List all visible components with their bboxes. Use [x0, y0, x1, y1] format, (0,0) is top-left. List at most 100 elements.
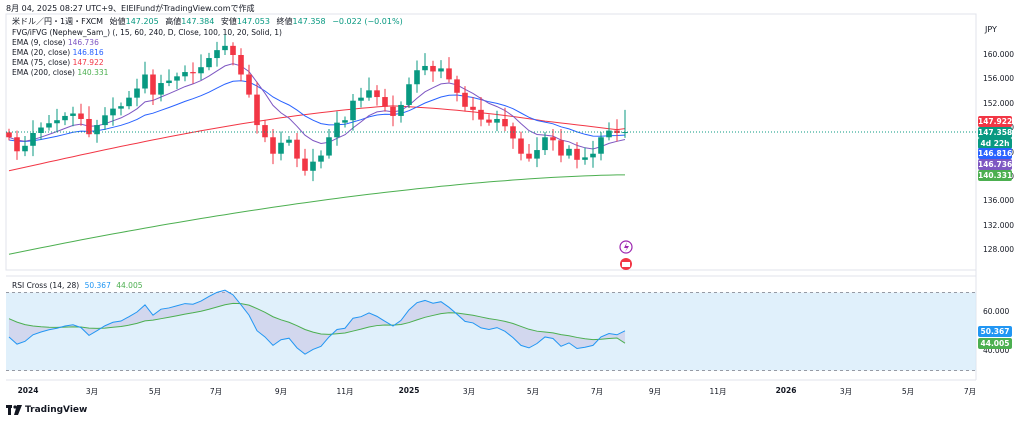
- low-value: 147.053: [236, 17, 270, 26]
- candle-body: [190, 72, 196, 74]
- price-badge: 147.358: [978, 127, 1013, 138]
- time-tick: 3月: [462, 387, 476, 396]
- time-tick: 5月: [148, 387, 162, 396]
- time-tick: 11月: [709, 387, 727, 396]
- candle-body: [302, 158, 308, 171]
- indicator-label: EMA (75, close): [12, 58, 71, 67]
- rsi-tick: 40.000: [983, 346, 1010, 355]
- candle-body: [462, 92, 468, 107]
- tradingview-icon: [6, 405, 22, 415]
- candle-body: [326, 137, 332, 156]
- open-value: 147.205: [125, 17, 159, 26]
- candle-body: [30, 133, 36, 146]
- candle-body: [166, 80, 172, 84]
- candle-body: [414, 70, 420, 85]
- close-value: 147.358: [292, 17, 326, 26]
- high-label: 高値: [165, 17, 182, 26]
- candle-body: [102, 115, 108, 126]
- indicator-label: EMA (200, close): [12, 68, 75, 77]
- time-tick: 7月: [963, 387, 977, 396]
- indicator-value: 146.816: [70, 48, 104, 57]
- candle-body: [126, 97, 132, 107]
- candle-body: [606, 130, 612, 138]
- candle-body: [214, 50, 220, 59]
- candle-body: [62, 115, 68, 121]
- candle-body: [334, 122, 340, 138]
- price-badge: 140.331: [978, 170, 1013, 181]
- candle-body: [502, 118, 508, 127]
- time-tick: 3月: [85, 387, 99, 396]
- candle-body: [550, 137, 556, 141]
- indicator-value: 147.922: [70, 58, 104, 67]
- rsi-fast-line: [8, 289, 626, 355]
- currency-label[interactable]: JPY: [985, 25, 997, 34]
- price-tick: 160.000: [983, 50, 1015, 59]
- rsi-fast-value: 50.367: [84, 281, 111, 290]
- candle-body: [270, 137, 276, 154]
- candle-body: [558, 140, 564, 156]
- candle-body: [374, 90, 380, 98]
- candle-body: [614, 130, 620, 133]
- time-tick: 7月: [209, 387, 223, 396]
- rsi-badge: 50.367: [978, 326, 1012, 337]
- candle-body: [422, 65, 428, 71]
- candle-body: [446, 68, 452, 80]
- price-tick: 152.000: [983, 98, 1015, 108]
- price-badge: 146.816: [978, 148, 1013, 159]
- price-tick: 156.000: [983, 74, 1015, 84]
- time-tick: 2026: [775, 386, 797, 395]
- candle-body: [582, 157, 588, 160]
- high-value: 147.384: [181, 17, 215, 26]
- candle-body: [254, 94, 260, 126]
- indicator-label: EMA (20, close): [12, 48, 71, 57]
- indicator-legend-item[interactable]: EMA (200, close) 140.331: [12, 68, 108, 77]
- indicator-legend-item[interactable]: EMA (75, close) 147.922: [12, 58, 104, 67]
- candle-body: [406, 84, 412, 105]
- rsi-slow-line: [8, 302, 626, 344]
- rsi-label[interactable]: RSI Cross (14, 28): [12, 281, 80, 290]
- candle-body: [94, 125, 100, 135]
- candle-body: [150, 74, 156, 95]
- candle-body: [310, 161, 316, 171]
- candle-body: [438, 68, 444, 72]
- candle-body: [206, 58, 212, 68]
- flag-glyph: [622, 262, 630, 267]
- symbol-name[interactable]: 米ドル／円・1週・FXCM: [12, 17, 104, 26]
- candle-body: [142, 74, 148, 89]
- candle-body: [278, 142, 284, 154]
- rsi-background-band: [6, 292, 976, 371]
- indicator-legend-item[interactable]: FVG/iFVG (Nephew_Sam_) (, 15, 60, 240, D…: [12, 28, 282, 37]
- candle-body: [46, 123, 52, 128]
- price-badge: 4d 22h: [978, 138, 1012, 149]
- brand-name: TradingView: [25, 405, 88, 415]
- candle-body: [78, 113, 84, 119]
- candle-body: [110, 108, 116, 116]
- candle-body: [238, 55, 244, 75]
- time-tick: 2024: [17, 386, 39, 395]
- price-badge: 147.922: [978, 116, 1013, 127]
- price-tick: 132.000: [983, 220, 1015, 230]
- low-label: 安値: [220, 17, 237, 26]
- candle-body: [134, 88, 140, 98]
- indicator-legend-item[interactable]: EMA (9, close) 146.736: [12, 38, 99, 47]
- candle-body: [22, 145, 28, 152]
- price-tick: 136.000: [983, 196, 1015, 206]
- candle-body: [430, 65, 436, 72]
- time-tick: 3月: [839, 387, 853, 396]
- ema-20-line: [8, 80, 626, 143]
- candle-body: [70, 113, 76, 116]
- indicator-legend-item[interactable]: EMA (20, close) 146.816: [12, 48, 104, 57]
- candle-body: [174, 76, 180, 81]
- lightning-glyph: [624, 242, 629, 252]
- change-value: −0.022 (−0.01%): [332, 17, 403, 26]
- tradingview-logo: TradingView: [6, 405, 87, 415]
- candle-body: [534, 150, 540, 159]
- candle-body: [54, 120, 60, 124]
- candle-body: [494, 118, 500, 123]
- candle-body: [478, 109, 484, 120]
- candle-body: [526, 153, 532, 159]
- rsi-tick: 60.000: [983, 307, 1010, 316]
- price-tick: 128.000: [983, 245, 1015, 254]
- candle-body: [38, 127, 44, 133]
